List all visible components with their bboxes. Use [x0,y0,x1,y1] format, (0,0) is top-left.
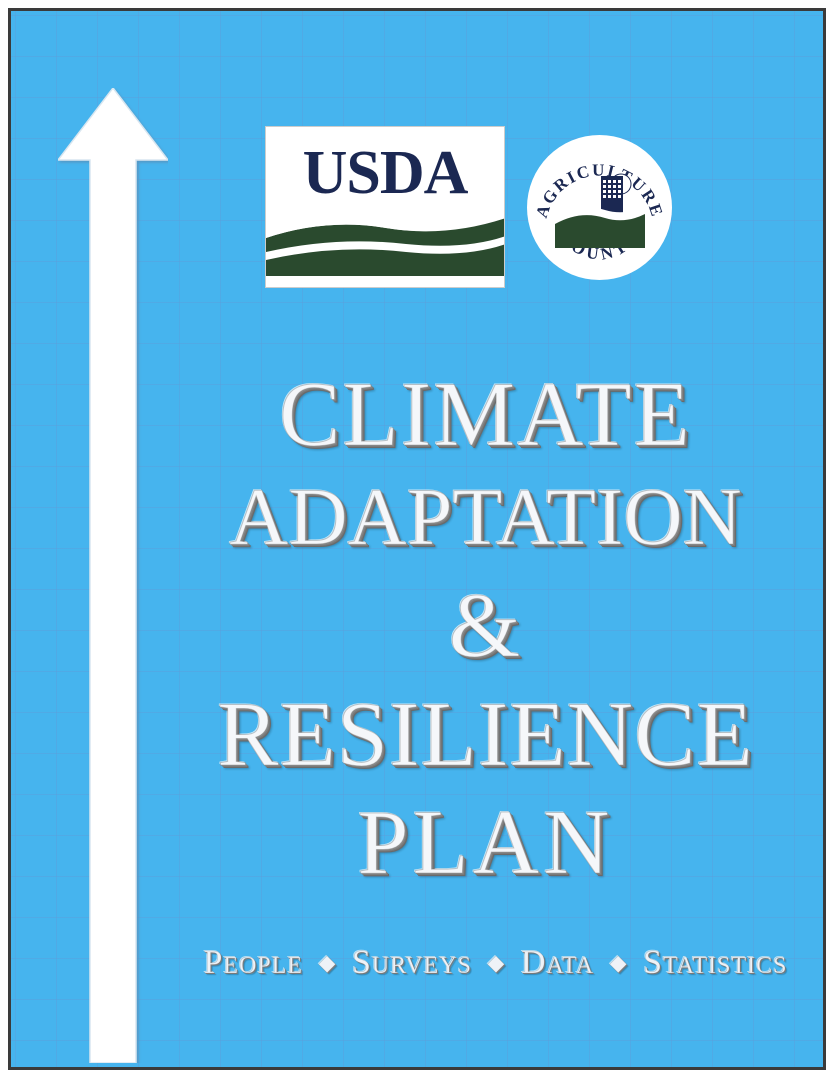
tagline-item: Surveys [352,944,472,981]
usda-logo-text: USDA [303,142,468,204]
title-line-2: ADAPTATION [155,469,816,566]
tagline-item: Statistics [643,944,787,981]
title-line-4: RESILIENCE [155,680,816,789]
title-line-3: & [155,571,816,680]
tagline: People ◆ Surveys ◆ Data ◆ Statistics [175,944,816,982]
logo-row: USDA AGRICULTURE COUNTS [265,126,672,288]
main-title: CLIMATE ADAPTATION & RESILIENCE PLAN [155,360,816,897]
ag-center-graphic [555,166,645,248]
tagline-item: Data [521,944,594,981]
tagline-item: People [204,944,304,981]
title-line-5: PLAN [155,788,816,897]
title-line-1: CLIMATE [155,360,816,469]
diamond-separator: ◆ [610,950,628,976]
diamond-separator: ◆ [488,950,506,976]
document-cover: USDA AGRICULTURE COUNTS [0,0,834,1078]
diamond-separator: ◆ [319,950,337,976]
up-arrow-graphic [58,88,168,1063]
usda-logo: USDA [265,126,505,288]
usda-field-graphic [266,206,504,276]
agriculture-counts-logo: AGRICULTURE COUNTS [527,135,672,280]
